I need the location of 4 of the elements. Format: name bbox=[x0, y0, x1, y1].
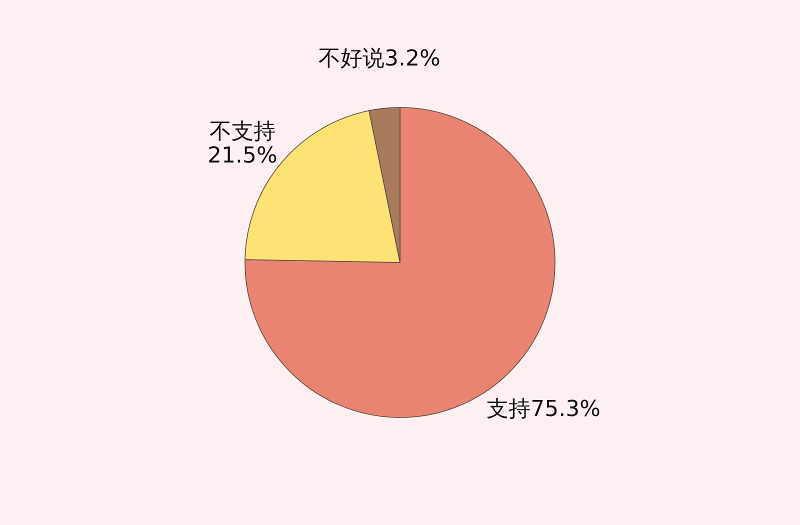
slice-label: 不好说3.2% bbox=[318, 46, 440, 72]
slice-label: 不支持 bbox=[209, 119, 276, 144]
slice-label: 支持75.3% bbox=[486, 396, 601, 422]
data-label: 21.5% bbox=[208, 143, 278, 168]
